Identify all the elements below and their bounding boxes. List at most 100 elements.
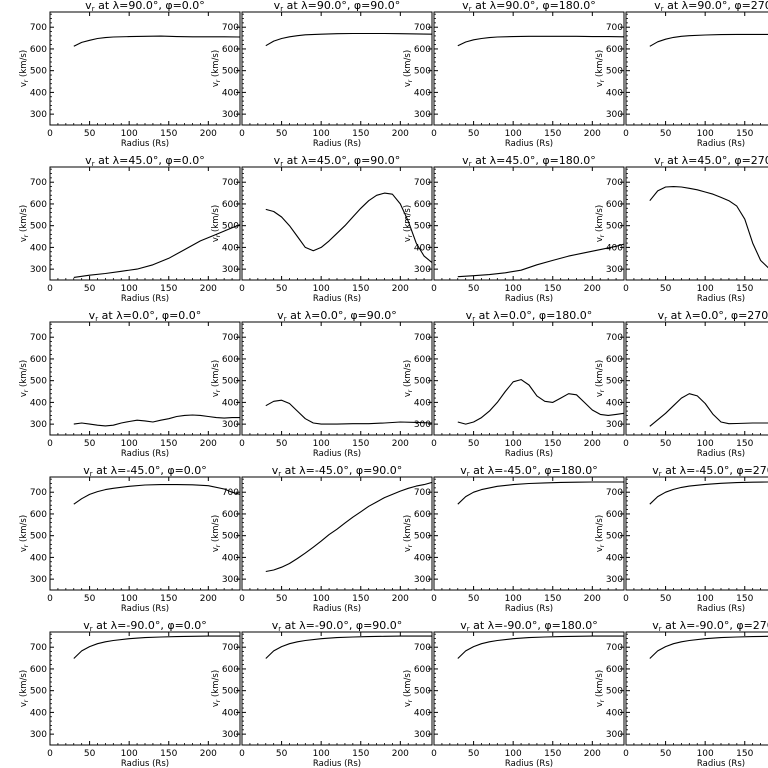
y-tick-label: 300	[606, 265, 623, 275]
y-tick-label: 300	[606, 730, 623, 740]
x-axis-label: Radius (Rs)	[697, 759, 745, 768]
x-tick-label: 150	[352, 749, 369, 759]
chart-panel: vr at λ=-90.0°, φ=180.0° 0 50 100 150 200 300 4…	[403, 619, 625, 768]
y-tick-label: 300	[414, 420, 431, 430]
y-tick-label: 300	[414, 110, 431, 120]
series-line	[457, 481, 624, 505]
x-tick-label: 100	[505, 594, 522, 604]
y-tick-label: 700	[606, 488, 623, 498]
y-tick-label: 600	[30, 45, 47, 55]
y-axis-label: vr (km/s)	[595, 670, 606, 707]
chart-panel: vr at λ=45.0°, φ=180.0° 0 50 100 150 200 300 40…	[403, 154, 625, 304]
y-tick-label: 700	[222, 178, 239, 188]
y-tick-label: 700	[30, 643, 47, 653]
y-tick-label: 400	[30, 553, 47, 563]
chart-panel: vr at λ=90.0°, φ=0.0° 0 50 100 150 200 300 400 5…	[19, 0, 241, 149]
x-tick-label: 50	[84, 439, 96, 449]
x-axis-label: Radius (Rs)	[697, 604, 745, 614]
y-tick-label: 500	[606, 67, 623, 77]
y-tick-label: 500	[606, 532, 623, 542]
x-tick-label: 100	[697, 129, 714, 139]
x-tick-label: 0	[623, 594, 629, 604]
y-tick-label: 400	[414, 88, 431, 98]
y-tick-label: 400	[222, 708, 239, 718]
x-tick-label: 0	[47, 284, 53, 294]
x-tick-label: 0	[47, 594, 53, 604]
y-tick-label: 600	[222, 200, 239, 210]
y-tick-label: 500	[414, 377, 431, 387]
chart-title: vr at λ=-90.0°, φ=0.0°	[83, 619, 207, 633]
chart-title: vr at λ=45.0°, φ=90.0°	[274, 154, 401, 168]
y-axis-label: vr (km/s)	[403, 205, 414, 242]
y-axis-label: vr (km/s)	[19, 205, 30, 242]
x-tick-label: 150	[736, 439, 753, 449]
y-tick-label: 500	[30, 377, 47, 387]
x-tick-label: 50	[660, 594, 672, 604]
x-tick-label: 200	[200, 594, 217, 604]
y-axis-label: vr (km/s)	[19, 515, 30, 552]
y-axis-label: vr (km/s)	[211, 670, 222, 707]
x-axis-label: Radius (Rs)	[121, 139, 169, 149]
y-tick-label: 600	[414, 45, 431, 55]
chart-panel: vr at λ=45.0°, φ=0.0° 0 50 100 150 200 300 400 5…	[19, 154, 241, 304]
y-tick-label: 500	[222, 222, 239, 232]
y-axis-label: vr (km/s)	[19, 50, 30, 87]
x-tick-label: 50	[84, 749, 96, 759]
x-axis-label: Radius (Rs)	[697, 449, 745, 459]
y-tick-label: 300	[30, 265, 47, 275]
x-tick-label: 0	[431, 594, 437, 604]
x-tick-label: 200	[392, 749, 409, 759]
x-tick-label: 100	[313, 749, 330, 759]
y-tick-label: 400	[30, 88, 47, 98]
x-tick-label: 150	[352, 284, 369, 294]
y-tick-label: 500	[414, 222, 431, 232]
y-tick-label: 600	[30, 355, 47, 365]
x-tick-label: 50	[84, 129, 96, 139]
x-tick-label: 50	[276, 749, 288, 759]
series-line	[457, 243, 624, 278]
y-tick-label: 300	[222, 265, 239, 275]
x-tick-label: 50	[84, 594, 96, 604]
y-tick-label: 600	[414, 355, 431, 365]
x-axis-label: Radius (Rs)	[505, 294, 553, 304]
y-tick-label: 500	[222, 532, 239, 542]
y-tick-label: 400	[222, 553, 239, 563]
x-tick-label: 100	[121, 129, 138, 139]
x-tick-label: 200	[584, 749, 601, 759]
x-tick-label: 150	[544, 749, 561, 759]
x-axis-label: Radius (Rs)	[313, 139, 361, 149]
y-tick-label: 600	[414, 200, 431, 210]
chart-title: vr at λ=-45.0°, φ=0.0°	[83, 464, 207, 478]
y-tick-label: 600	[414, 510, 431, 520]
y-tick-label: 600	[30, 665, 47, 675]
y-tick-label: 600	[30, 510, 47, 520]
x-tick-label: 200	[584, 129, 601, 139]
x-tick-label: 150	[352, 594, 369, 604]
x-tick-label: 50	[84, 284, 96, 294]
y-tick-label: 300	[606, 420, 623, 430]
x-axis-label: Radius (Rs)	[313, 759, 361, 768]
x-tick-label: 0	[431, 749, 437, 759]
x-tick-label: 50	[468, 284, 480, 294]
x-axis-label: Radius (Rs)	[505, 449, 553, 459]
y-tick-label: 700	[30, 23, 47, 33]
chart-title: vr at λ=90.0°, φ=0.0°	[85, 0, 205, 13]
chart-panel: vr at λ=90.0°, φ=270.0°05010015020030040…	[595, 0, 768, 149]
series-line	[649, 635, 768, 659]
y-tick-label: 700	[606, 643, 623, 653]
y-axis-label: vr (km/s)	[211, 50, 222, 87]
x-tick-label: 0	[623, 129, 629, 139]
x-tick-label: 50	[276, 129, 288, 139]
chart-title: vr at λ=45.0°, φ=180.0°	[462, 154, 596, 168]
x-tick-label: 150	[736, 749, 753, 759]
chart-panel: vr at λ=0.0°, φ=0.0° 0 50 100 150 200 300 400 50…	[19, 309, 241, 459]
y-tick-label: 600	[222, 45, 239, 55]
x-tick-label: 50	[660, 129, 672, 139]
series-line	[73, 414, 240, 427]
x-tick-label: 50	[468, 749, 480, 759]
y-tick-label: 300	[222, 420, 239, 430]
y-tick-label: 500	[30, 687, 47, 697]
x-tick-label: 100	[697, 594, 714, 604]
series-line	[73, 635, 240, 659]
x-tick-label: 50	[660, 749, 672, 759]
